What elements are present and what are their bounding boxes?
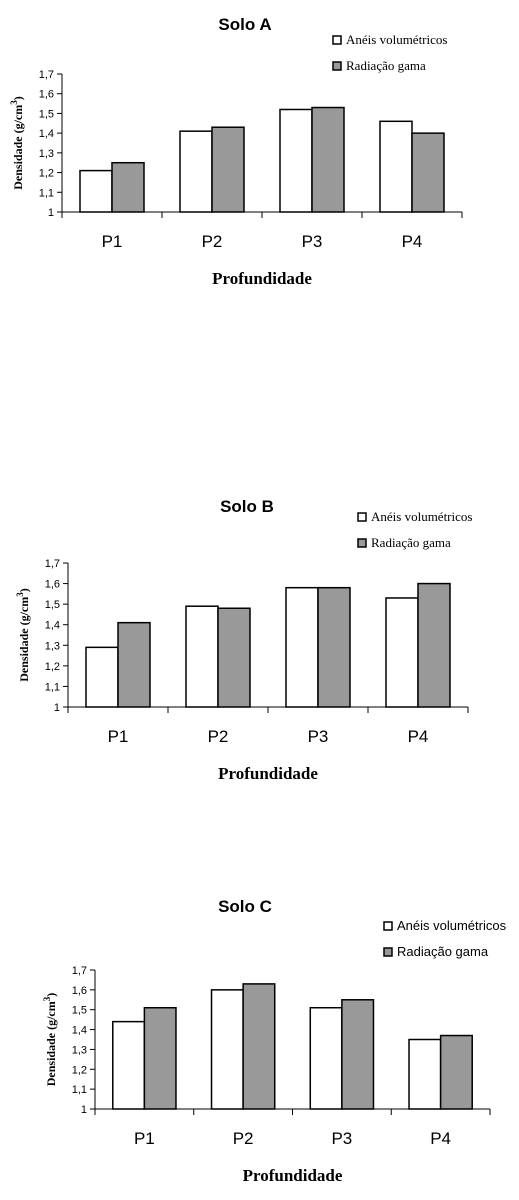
y-axis-label-superscript: 3 <box>15 592 25 597</box>
legend-label: Radiação gama <box>397 944 489 959</box>
legend-swatch <box>383 921 393 931</box>
legend-label: Anéis volumétricos <box>346 32 447 47</box>
y-tick-label: 1 <box>81 1104 87 1116</box>
bar <box>111 161 145 213</box>
bar <box>143 1006 177 1110</box>
category-label: P4 <box>402 232 423 251</box>
bar <box>85 646 119 708</box>
y-axis-label-close: ) <box>17 588 31 592</box>
bar <box>117 621 151 708</box>
legend-label: Anéis volumétricos <box>371 509 472 524</box>
legend-swatch <box>357 512 367 522</box>
chart-svg: Solo B Anéis volumétricos Radiação gama 1 1,… <box>15 497 472 783</box>
y-tick-label: 1,5 <box>45 599 60 611</box>
y-axis-label: Densidade (g/cm3) <box>9 96 25 190</box>
bar <box>242 983 276 1110</box>
y-tick-label: 1,1 <box>45 681 60 693</box>
y-axis-label-text: Densidade (g/cm <box>17 597 31 682</box>
category-label: P1 <box>134 1129 155 1148</box>
bar <box>417 582 451 708</box>
chart-svg: Solo A Anéis volumétricos Radiação gama 1 1,… <box>9 15 463 288</box>
bar <box>210 989 244 1110</box>
category-label: P3 <box>308 727 329 746</box>
bar <box>385 597 419 708</box>
legend-swatch <box>332 35 342 45</box>
y-tick-label: 1,2 <box>45 661 60 673</box>
legend-swatch <box>332 61 342 71</box>
y-tick-label: 1,4 <box>72 1025 87 1037</box>
y-tick-label: 1,2 <box>72 1064 87 1076</box>
chart-title: Solo A <box>218 15 271 34</box>
y-axis-label-close: ) <box>11 96 25 100</box>
y-axis-label-text: Densidade (g/cm <box>11 105 25 190</box>
bar <box>317 586 351 708</box>
y-tick-label: 1,7 <box>72 965 87 977</box>
y-tick-label: 1 <box>48 207 54 219</box>
bar <box>279 108 313 213</box>
bar <box>311 106 345 213</box>
y-tick-label: 1,7 <box>45 558 60 570</box>
y-tick-label: 1,4 <box>45 620 60 632</box>
y-tick-label: 1,5 <box>39 108 54 120</box>
bar <box>439 1034 473 1110</box>
legend-swatch <box>357 538 367 548</box>
legend-label: Anéis volumétricos <box>397 918 507 933</box>
y-tick-label: 1 <box>54 702 60 714</box>
y-axis-label-close: ) <box>44 993 58 997</box>
bar <box>211 126 245 213</box>
bar <box>408 1038 442 1110</box>
category-label: P4 <box>430 1129 451 1148</box>
category-label: P3 <box>331 1129 352 1148</box>
x-axis-label: Profundidade <box>212 269 312 288</box>
chart-title: Solo C <box>218 897 272 916</box>
x-axis-label: Profundidade <box>218 764 318 783</box>
y-axis-label-superscript: 3 <box>42 996 52 1001</box>
y-tick-label: 1,3 <box>39 148 54 160</box>
legend-swatch <box>383 947 393 957</box>
y-tick-label: 1,6 <box>72 985 87 997</box>
category-label: P3 <box>302 232 323 251</box>
x-axis-label: Profundidade <box>243 1166 343 1185</box>
bar <box>217 607 251 708</box>
y-tick-label: 1,7 <box>39 69 54 81</box>
bar <box>309 1006 343 1110</box>
category-label: P1 <box>108 727 129 746</box>
chart-svg: Solo C Anéis volumétricos Radiação gama 1 1,… <box>42 897 507 1185</box>
bar <box>379 120 413 213</box>
y-tick-label: 1,2 <box>39 168 54 180</box>
y-tick-label: 1,1 <box>72 1084 87 1096</box>
category-label: P4 <box>408 727 429 746</box>
y-axis-label: Densidade (g/cm3) <box>42 993 58 1087</box>
y-axis-label-superscript: 3 <box>9 100 19 105</box>
chart-1: Solo A Anéis volumétricos Radiação gama 1 1,… <box>0 0 519 300</box>
bar <box>79 169 113 213</box>
y-tick-label: 1,1 <box>39 187 54 199</box>
legend-label: Radiação gama <box>346 58 426 73</box>
legend-label: Radiação gama <box>371 535 451 550</box>
chart-2: Solo B Anéis volumétricos Radiação gama 1 1,… <box>0 495 519 795</box>
bar <box>112 1020 146 1110</box>
bar <box>179 130 213 213</box>
category-label: P2 <box>208 727 229 746</box>
y-tick-label: 1,4 <box>39 128 54 140</box>
y-axis-label: Densidade (g/cm3) <box>15 588 31 682</box>
y-tick-label: 1,6 <box>39 89 54 101</box>
category-label: P1 <box>102 232 123 251</box>
y-tick-label: 1,3 <box>72 1044 87 1056</box>
bar <box>285 586 319 708</box>
category-label: P2 <box>202 232 223 251</box>
bar <box>185 605 219 708</box>
y-axis-label-text: Densidade (g/cm <box>44 1001 58 1086</box>
chart-3: Solo C Anéis volumétricos Radiação gama 1 1,… <box>0 895 519 1195</box>
y-tick-label: 1,6 <box>45 579 60 591</box>
y-tick-label: 1,5 <box>72 1005 87 1017</box>
bar <box>341 999 375 1110</box>
bar <box>411 132 445 213</box>
y-tick-label: 1,3 <box>45 640 60 652</box>
chart-title: Solo B <box>220 497 274 516</box>
category-label: P2 <box>233 1129 254 1148</box>
